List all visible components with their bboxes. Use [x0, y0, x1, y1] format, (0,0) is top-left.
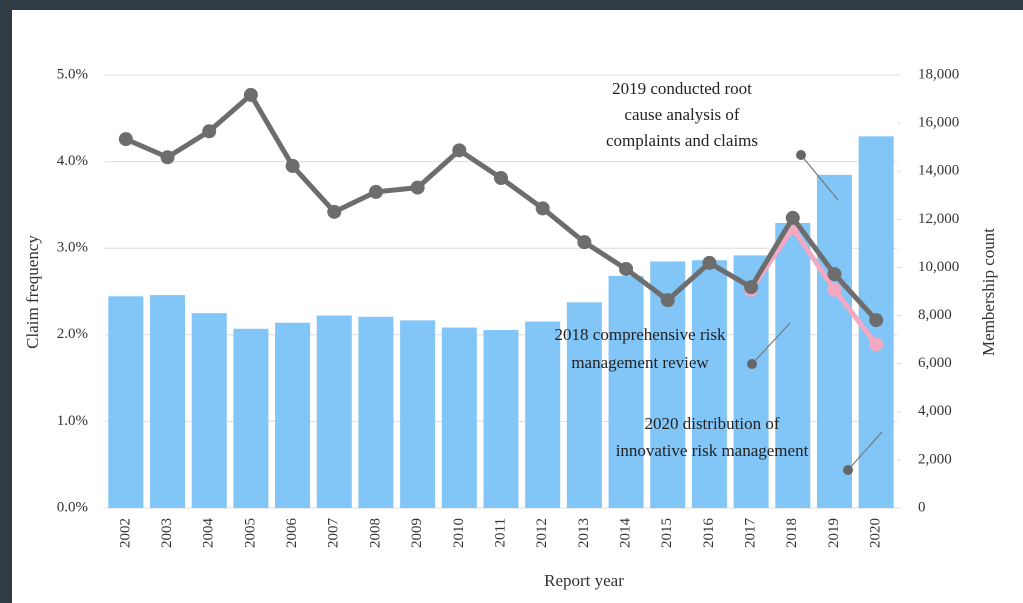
line-marker [285, 158, 300, 173]
annotation-text: management review [571, 353, 709, 372]
y2-tick-label: 0 [918, 499, 926, 515]
y-tick-label: 4.0% [57, 153, 88, 169]
y2-tick-label: 12,000 [918, 211, 959, 227]
line-marker [660, 293, 675, 308]
bar [608, 275, 644, 508]
line-marker [577, 235, 592, 250]
annotation-text: innovative risk management [616, 441, 809, 460]
x-tick-label: 2016 [701, 518, 717, 549]
annotation-dot [796, 150, 806, 160]
y-tick-label: 5.0% [57, 66, 88, 82]
line-marker [744, 280, 759, 295]
bar [275, 322, 311, 508]
line-marker [702, 255, 717, 270]
annotation-text: cause analysis of [624, 105, 740, 124]
x-tick-label: 2018 [784, 518, 800, 548]
line-marker [869, 337, 884, 352]
x-tick-label: 2006 [284, 518, 300, 549]
line-marker [619, 261, 634, 276]
y2-tick-label: 2,000 [918, 451, 952, 467]
annotation-text: complaints and claims [606, 131, 758, 150]
y2-tick-label: 4,000 [918, 403, 952, 419]
x-tick-label: 2020 [868, 518, 884, 548]
line-marker [494, 171, 508, 186]
bar [733, 255, 769, 508]
bar [566, 302, 602, 508]
y-tick-label: 0.0% [57, 499, 88, 515]
y2-tick-label: 10,000 [918, 259, 959, 275]
bar [691, 260, 727, 508]
line-marker [535, 201, 550, 216]
bar [441, 327, 477, 508]
line [749, 225, 879, 346]
x-axis-label: Report year [544, 571, 624, 590]
x-tick-label: 2007 [326, 518, 342, 549]
annotation-dot [747, 359, 757, 369]
line-marker [118, 132, 133, 147]
bar [358, 316, 394, 508]
line-marker [827, 282, 842, 297]
annotation-text: 2018 comprehensive risk [555, 325, 726, 344]
x-tick-label: 2012 [534, 518, 550, 548]
y-tick-label: 2.0% [57, 326, 88, 342]
bar [233, 328, 269, 508]
bar [150, 295, 186, 508]
x-tick-label: 2005 [242, 518, 258, 548]
line-marker [452, 143, 467, 158]
bar [775, 222, 811, 509]
y2-tick-label: 6,000 [918, 355, 952, 371]
line-marker [785, 210, 800, 225]
bar [525, 321, 561, 508]
x-tick-label: 2009 [409, 518, 425, 548]
bar [400, 320, 436, 508]
bar [316, 315, 352, 508]
x-tick-label: 2002 [117, 518, 133, 548]
y-axis-label: Claim frequency [23, 235, 42, 349]
line-marker [869, 313, 884, 328]
x-tick-label: 2019 [826, 518, 842, 548]
x-tick-label: 2010 [451, 518, 467, 548]
x-tick-label: 2015 [659, 518, 675, 548]
annotation-text: 2019 conducted root [612, 79, 752, 98]
line-marker [827, 267, 842, 282]
line-marker [160, 150, 175, 165]
y2-axis-label: Membership count [979, 228, 998, 356]
y2-tick-label: 14,000 [918, 163, 959, 179]
x-tick-label: 2014 [617, 518, 633, 549]
x-tick-label: 2008 [367, 518, 383, 548]
x-tick-label: 2011 [492, 518, 508, 547]
line-marker [368, 184, 383, 199]
y-tick-label: 3.0% [57, 240, 88, 256]
line-marker [327, 204, 342, 219]
annotation-leader [800, 154, 839, 201]
bar [483, 329, 519, 508]
line-marker [202, 124, 217, 139]
bar [816, 174, 852, 508]
annotation-dot [843, 465, 853, 475]
x-tick-label: 2004 [201, 518, 217, 549]
annotation-leader [751, 322, 791, 365]
x-tick-label: 2017 [743, 518, 759, 549]
y2-tick-label: 8,000 [918, 307, 952, 323]
y-tick-label: 1.0% [57, 413, 88, 429]
bar [108, 296, 144, 508]
bar [191, 313, 227, 508]
y2-tick-label: 16,000 [918, 115, 959, 131]
x-tick-label: 2013 [576, 518, 592, 548]
line-marker [243, 87, 258, 102]
x-tick-label: 2003 [159, 518, 175, 548]
line-marker [410, 180, 425, 195]
annotation-leader [847, 431, 883, 471]
y2-tick-label: 18,000 [918, 66, 959, 82]
annotation-text: 2020 distribution of [644, 414, 779, 433]
